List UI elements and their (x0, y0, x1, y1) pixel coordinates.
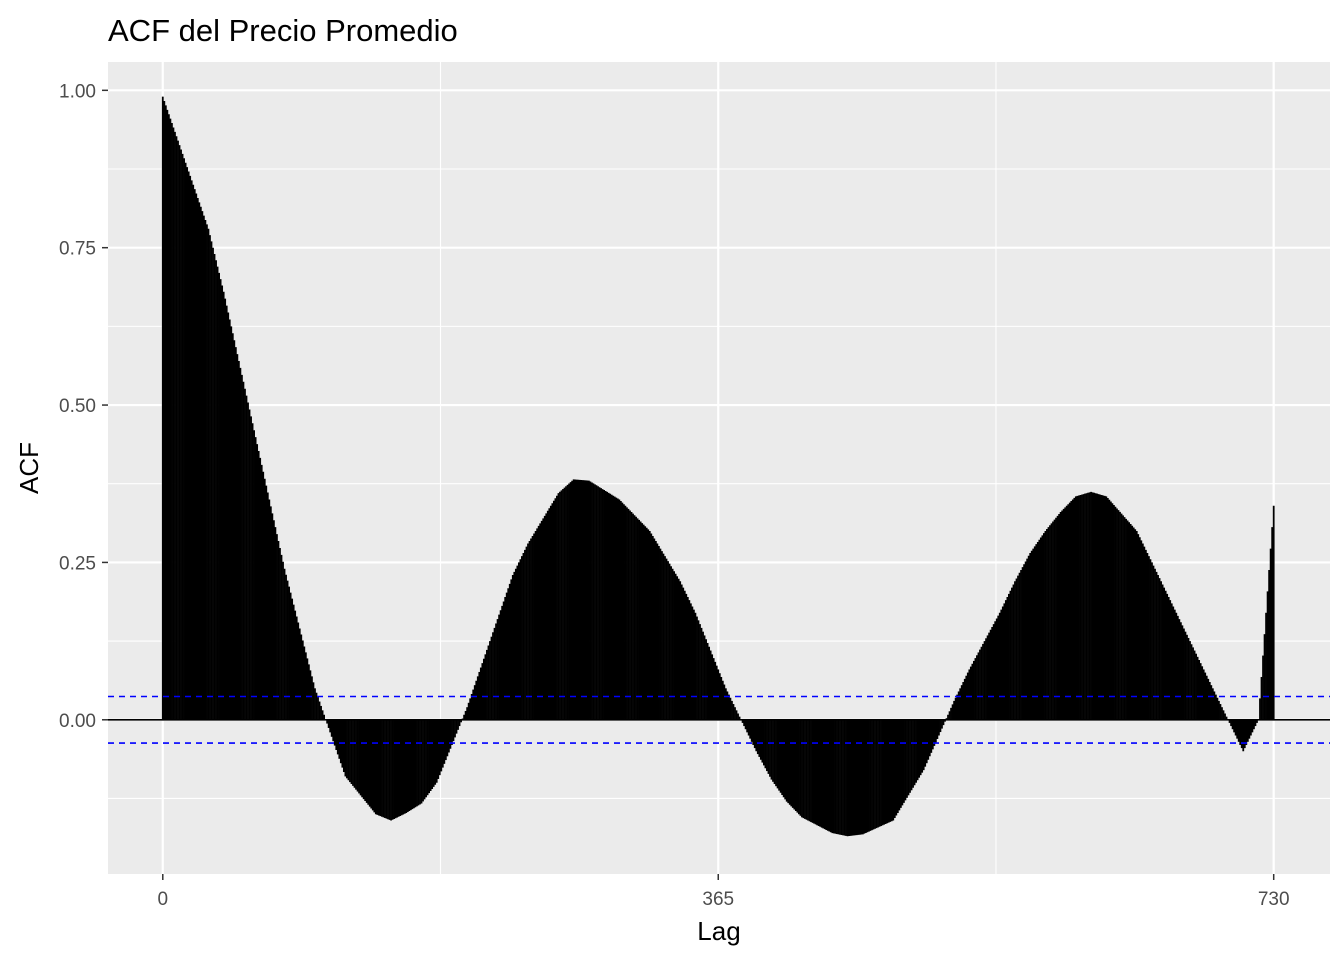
x-tick-label: 0 (157, 889, 168, 910)
x-axis: 0 365 730 (157, 874, 1290, 910)
y-axis-title: ACF (14, 442, 44, 494)
y-tick-label: 0.50 (59, 396, 96, 417)
x-tick-label: 365 (702, 889, 734, 910)
chart-title: ACF del Precio Promedio (108, 13, 458, 48)
y-tick-label: 0.25 (59, 553, 96, 574)
y-tick-label: 0.75 (59, 239, 96, 260)
y-tick-label: 1.00 (59, 81, 96, 102)
acf-bars (161, 96, 1275, 837)
y-axis: 0.00 0.25 0.50 0.75 1.00 (59, 81, 108, 732)
x-axis-title: Lag (697, 916, 740, 946)
y-tick-label: 0.00 (59, 711, 96, 732)
reference-lines (108, 695, 1330, 744)
x-tick-label: 730 (1258, 889, 1290, 910)
